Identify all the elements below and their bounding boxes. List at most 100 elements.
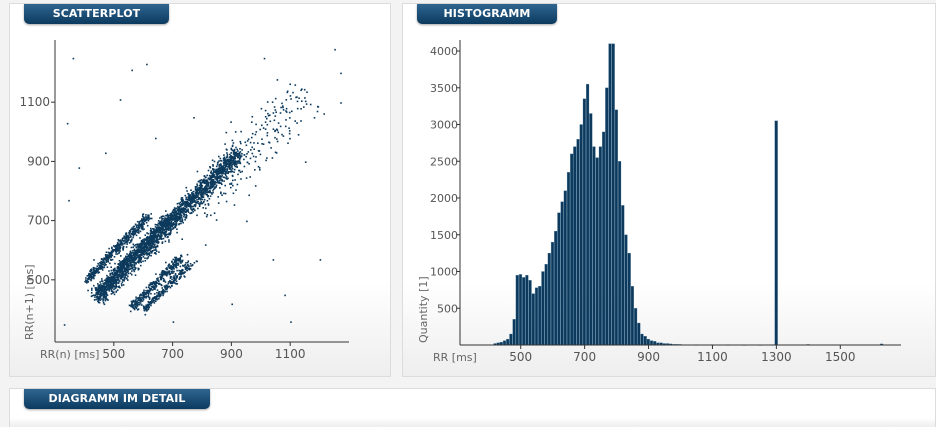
scatter-point	[98, 289, 100, 292]
scatter-point	[156, 295, 158, 298]
scatter-point	[149, 234, 152, 237]
scatter-point	[140, 240, 143, 243]
scatter-point	[190, 194, 192, 197]
scatter-point	[125, 273, 127, 275]
scatter-point	[104, 298, 107, 300]
scatter-point	[111, 258, 114, 261]
scatter-point	[134, 244, 137, 246]
scatter-point	[175, 259, 177, 261]
scatter-point	[218, 155, 220, 158]
scatter-point	[142, 228, 144, 231]
scatter-point	[167, 285, 169, 288]
scatter-point	[126, 243, 128, 245]
scatter-point	[150, 238, 153, 241]
scatter-point	[145, 236, 148, 239]
scatter-point	[174, 215, 176, 217]
scatter-point	[166, 290, 168, 293]
scatter-point	[182, 202, 184, 205]
scatter-point	[106, 285, 108, 287]
scatter-point	[221, 179, 223, 181]
scatter-point	[97, 301, 100, 304]
scatter-point	[133, 257, 135, 259]
scatter-point	[211, 193, 213, 195]
scatter-point	[208, 198, 211, 200]
scatter-point	[209, 181, 212, 184]
scatter-point	[227, 158, 230, 161]
scatter-point	[188, 194, 190, 197]
scatter-point	[101, 263, 104, 266]
scatter-point	[173, 223, 176, 225]
scatter-point	[121, 238, 124, 241]
scatter-point	[259, 169, 261, 171]
scatter-point	[112, 275, 114, 277]
histogram-bar	[541, 271, 545, 346]
scatter-point	[136, 303, 138, 305]
scatter-point	[191, 192, 193, 194]
scatter-point	[183, 210, 186, 213]
scatter-point	[239, 162, 242, 165]
scatter-point	[167, 282, 170, 285]
scatter-point	[93, 274, 96, 276]
scatter-point	[149, 287, 151, 290]
scatter-point	[165, 230, 168, 232]
scatter-point	[114, 269, 117, 272]
scatter-point	[134, 303, 136, 306]
scatter-point	[118, 267, 120, 269]
scatter-point	[216, 175, 218, 177]
scatter-point	[203, 175, 206, 177]
scatter-point	[294, 120, 296, 122]
scatter-point	[169, 277, 172, 279]
scatter-point	[107, 258, 109, 260]
scatter-point	[153, 244, 156, 247]
scatter-point	[213, 212, 216, 214]
scatter-point	[175, 220, 177, 222]
scatter-point	[175, 278, 177, 280]
scatter-point	[200, 186, 202, 188]
scatter-point	[139, 302, 142, 304]
scatter-point	[99, 265, 102, 268]
scatter-point	[206, 174, 208, 177]
scatter-point	[177, 210, 180, 213]
scatter-point	[181, 220, 183, 223]
scatter-point	[121, 239, 123, 242]
scatter-point	[163, 279, 166, 282]
scatter-point	[166, 225, 168, 228]
scatter-point	[166, 213, 169, 216]
scatter-point	[200, 184, 202, 187]
scatter-point	[185, 206, 188, 209]
scatter-point	[229, 166, 231, 169]
scatter-point	[134, 300, 137, 303]
scatter-point	[92, 266, 95, 269]
scatter-point	[179, 213, 182, 216]
scatter-point	[94, 296, 96, 298]
scatter-point	[178, 206, 181, 208]
scatter-point	[220, 192, 222, 195]
scatter-point	[110, 293, 113, 295]
scatter-point	[172, 218, 174, 220]
scatter-point	[152, 281, 155, 284]
scatter-point	[96, 296, 99, 298]
scatter-point	[259, 153, 262, 156]
scatter-point	[232, 153, 235, 155]
scatter-point	[160, 220, 162, 222]
scatter-point	[198, 180, 201, 182]
scatter-point	[166, 217, 168, 220]
scatter-point	[116, 276, 119, 278]
scatter-point	[208, 178, 211, 181]
scatter-point	[243, 158, 245, 161]
scatter-point	[157, 228, 159, 230]
scatter-point	[180, 271, 183, 274]
histogram-bar	[592, 146, 596, 346]
scatter-point	[212, 191, 214, 194]
scatter-point	[158, 283, 161, 285]
scatter-point	[103, 285, 106, 287]
scatter-point	[148, 243, 151, 246]
scatter-point	[225, 174, 227, 177]
scatter-point	[129, 236, 132, 238]
scatter-point	[210, 181, 213, 184]
scatter-point	[91, 294, 94, 297]
scatter-point	[150, 229, 152, 231]
scatter-point	[161, 222, 163, 225]
scatter-point	[122, 267, 125, 269]
scatter-point	[143, 223, 145, 225]
